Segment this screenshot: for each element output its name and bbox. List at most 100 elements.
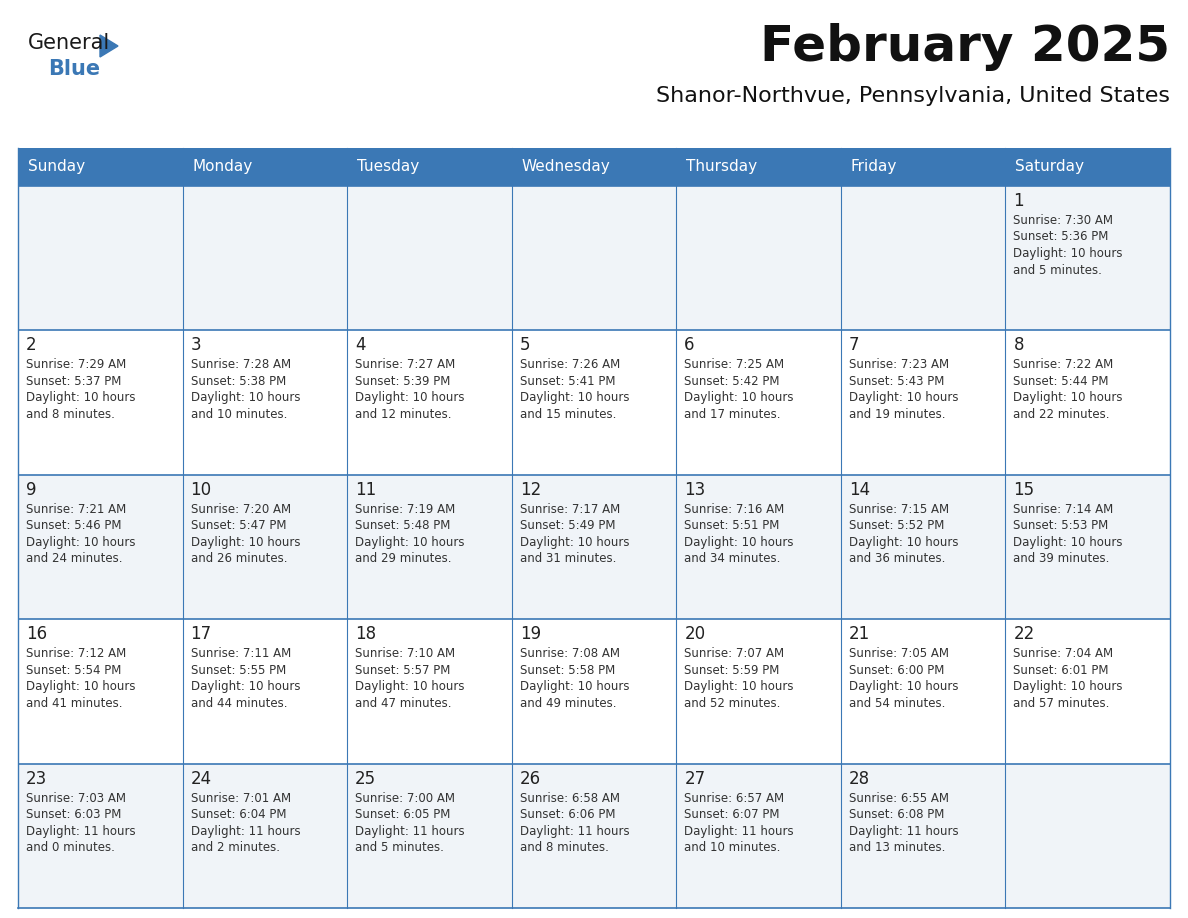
Text: and 22 minutes.: and 22 minutes. (1013, 408, 1110, 420)
Bar (841, 186, 1005, 330)
Text: 19: 19 (519, 625, 541, 644)
Text: Daylight: 10 hours: Daylight: 10 hours (519, 391, 630, 405)
Bar (676, 148, 841, 186)
Text: and 41 minutes.: and 41 minutes. (26, 697, 122, 710)
Text: and 57 minutes.: and 57 minutes. (1013, 697, 1110, 710)
Bar (347, 764, 512, 908)
Text: Sunrise: 7:11 AM: Sunrise: 7:11 AM (190, 647, 291, 660)
Text: Sunset: 6:06 PM: Sunset: 6:06 PM (519, 808, 615, 821)
Text: Daylight: 10 hours: Daylight: 10 hours (1013, 680, 1123, 693)
Text: Sunset: 5:37 PM: Sunset: 5:37 PM (26, 375, 121, 388)
Text: Sunrise: 7:03 AM: Sunrise: 7:03 AM (26, 791, 126, 804)
Text: Sunset: 5:52 PM: Sunset: 5:52 PM (849, 520, 944, 532)
Text: Sunrise: 7:00 AM: Sunrise: 7:00 AM (355, 791, 455, 804)
Text: and 13 minutes.: and 13 minutes. (849, 841, 946, 854)
Text: and 52 minutes.: and 52 minutes. (684, 697, 781, 710)
Text: and 2 minutes.: and 2 minutes. (190, 841, 279, 854)
Text: Daylight: 10 hours: Daylight: 10 hours (190, 391, 301, 405)
Bar (1005, 186, 1170, 330)
Bar (183, 764, 347, 908)
Text: and 29 minutes.: and 29 minutes. (355, 553, 451, 565)
Text: General: General (29, 33, 110, 53)
Bar (512, 148, 676, 186)
Text: and 34 minutes.: and 34 minutes. (684, 553, 781, 565)
Bar (18, 620, 183, 764)
Bar (183, 620, 347, 764)
Text: 7: 7 (849, 336, 859, 354)
Text: Sunset: 5:53 PM: Sunset: 5:53 PM (1013, 520, 1108, 532)
Text: Sunrise: 7:08 AM: Sunrise: 7:08 AM (519, 647, 620, 660)
Text: Daylight: 10 hours: Daylight: 10 hours (519, 680, 630, 693)
Text: 20: 20 (684, 625, 706, 644)
Text: 4: 4 (355, 336, 366, 354)
Text: 10: 10 (190, 481, 211, 498)
Text: Sunset: 5:42 PM: Sunset: 5:42 PM (684, 375, 779, 388)
Text: and 19 minutes.: and 19 minutes. (849, 408, 946, 420)
Text: and 8 minutes.: and 8 minutes. (519, 841, 608, 854)
Text: and 10 minutes.: and 10 minutes. (190, 408, 287, 420)
Text: Daylight: 10 hours: Daylight: 10 hours (26, 391, 135, 405)
Text: Daylight: 11 hours: Daylight: 11 hours (684, 824, 794, 837)
Text: Sunrise: 6:57 AM: Sunrise: 6:57 AM (684, 791, 784, 804)
Text: 9: 9 (26, 481, 37, 498)
Text: and 0 minutes.: and 0 minutes. (26, 841, 115, 854)
Bar (1005, 148, 1170, 186)
Text: Daylight: 10 hours: Daylight: 10 hours (849, 680, 959, 693)
Text: and 31 minutes.: and 31 minutes. (519, 553, 617, 565)
Text: 14: 14 (849, 481, 870, 498)
Text: Sunset: 5:59 PM: Sunset: 5:59 PM (684, 664, 779, 677)
Bar (512, 620, 676, 764)
Text: Monday: Monday (192, 160, 253, 174)
Text: Daylight: 10 hours: Daylight: 10 hours (1013, 391, 1123, 405)
Text: Daylight: 10 hours: Daylight: 10 hours (519, 536, 630, 549)
Text: Daylight: 10 hours: Daylight: 10 hours (1013, 536, 1123, 549)
Text: and 44 minutes.: and 44 minutes. (190, 697, 287, 710)
Text: 27: 27 (684, 769, 706, 788)
Text: and 36 minutes.: and 36 minutes. (849, 553, 946, 565)
Bar (18, 764, 183, 908)
Text: and 10 minutes.: and 10 minutes. (684, 841, 781, 854)
Bar (512, 186, 676, 330)
Text: Sunset: 6:08 PM: Sunset: 6:08 PM (849, 808, 944, 821)
Text: 16: 16 (26, 625, 48, 644)
Text: Daylight: 10 hours: Daylight: 10 hours (684, 536, 794, 549)
Text: Sunset: 5:55 PM: Sunset: 5:55 PM (190, 664, 286, 677)
Text: Sunrise: 7:16 AM: Sunrise: 7:16 AM (684, 503, 784, 516)
Bar (347, 620, 512, 764)
Text: Sunset: 5:39 PM: Sunset: 5:39 PM (355, 375, 450, 388)
Text: Sunrise: 6:55 AM: Sunrise: 6:55 AM (849, 791, 949, 804)
Text: Sunset: 5:57 PM: Sunset: 5:57 PM (355, 664, 450, 677)
Text: Daylight: 10 hours: Daylight: 10 hours (849, 536, 959, 549)
Bar (676, 764, 841, 908)
Text: and 39 minutes.: and 39 minutes. (1013, 553, 1110, 565)
Text: Blue: Blue (48, 59, 100, 79)
Text: Daylight: 10 hours: Daylight: 10 hours (26, 536, 135, 549)
Text: Shanor-Northvue, Pennsylvania, United States: Shanor-Northvue, Pennsylvania, United St… (656, 86, 1170, 106)
Text: 17: 17 (190, 625, 211, 644)
Bar (183, 148, 347, 186)
Text: and 26 minutes.: and 26 minutes. (190, 553, 287, 565)
Bar (1005, 475, 1170, 620)
Text: 15: 15 (1013, 481, 1035, 498)
Bar (676, 186, 841, 330)
Bar (841, 764, 1005, 908)
Text: Sunset: 6:05 PM: Sunset: 6:05 PM (355, 808, 450, 821)
Text: 13: 13 (684, 481, 706, 498)
Text: 1: 1 (1013, 192, 1024, 210)
Text: Daylight: 11 hours: Daylight: 11 hours (190, 824, 301, 837)
Text: Sunset: 5:41 PM: Sunset: 5:41 PM (519, 375, 615, 388)
Bar (841, 148, 1005, 186)
Bar (841, 475, 1005, 620)
Text: Sunset: 5:54 PM: Sunset: 5:54 PM (26, 664, 121, 677)
Bar (183, 186, 347, 330)
Text: 26: 26 (519, 769, 541, 788)
Text: Sunset: 6:04 PM: Sunset: 6:04 PM (190, 808, 286, 821)
Text: Sunrise: 7:25 AM: Sunrise: 7:25 AM (684, 358, 784, 372)
Bar (676, 620, 841, 764)
Text: Daylight: 10 hours: Daylight: 10 hours (355, 391, 465, 405)
Bar (676, 475, 841, 620)
Text: Sunset: 5:51 PM: Sunset: 5:51 PM (684, 520, 779, 532)
Bar (512, 330, 676, 475)
Text: Sunrise: 7:30 AM: Sunrise: 7:30 AM (1013, 214, 1113, 227)
Text: Daylight: 10 hours: Daylight: 10 hours (1013, 247, 1123, 260)
